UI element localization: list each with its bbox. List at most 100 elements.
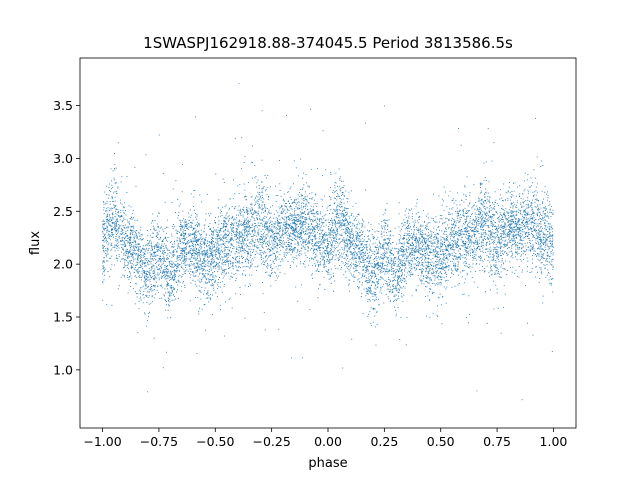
data-point <box>122 209 124 211</box>
data-point <box>258 203 260 205</box>
data-point <box>327 259 328 260</box>
data-point <box>475 219 477 221</box>
data-point <box>250 219 252 221</box>
data-point <box>374 266 376 268</box>
data-point <box>252 145 253 147</box>
data-point <box>367 271 369 273</box>
data-point <box>493 208 495 210</box>
data-point <box>313 215 315 217</box>
data-point <box>240 214 242 216</box>
data-point <box>125 250 127 252</box>
data-point <box>140 234 142 235</box>
data-point <box>124 260 126 262</box>
data-point <box>263 187 264 189</box>
data-point <box>170 284 172 286</box>
data-point <box>504 293 506 295</box>
data-point <box>276 259 278 261</box>
data-point <box>176 258 178 260</box>
data-point <box>116 219 118 221</box>
data-point <box>261 110 263 112</box>
data-point <box>279 208 281 210</box>
data-point <box>436 266 438 268</box>
data-point <box>368 231 370 233</box>
data-point <box>288 200 289 202</box>
data-point <box>127 253 129 254</box>
data-point <box>168 305 170 307</box>
data-point <box>279 183 281 185</box>
data-point <box>465 196 467 198</box>
data-point <box>524 217 526 218</box>
data-point <box>216 243 218 245</box>
data-point <box>546 240 548 242</box>
data-point <box>549 263 551 265</box>
data-point <box>425 253 426 254</box>
data-point <box>502 226 504 227</box>
data-point <box>423 233 425 235</box>
data-point <box>274 271 275 273</box>
data-point <box>499 194 501 196</box>
data-point <box>466 229 467 231</box>
data-point <box>300 213 302 215</box>
data-point <box>252 252 253 254</box>
data-point <box>331 234 333 236</box>
data-point <box>495 244 497 245</box>
data-point <box>319 228 321 230</box>
data-point <box>487 248 489 250</box>
data-point <box>544 264 546 266</box>
data-point <box>120 202 122 204</box>
data-point <box>500 255 501 256</box>
data-point <box>286 217 287 219</box>
data-point <box>324 195 326 197</box>
data-point <box>216 284 218 286</box>
data-point <box>341 213 343 214</box>
data-point <box>121 238 123 240</box>
data-point <box>180 250 182 252</box>
data-point <box>378 246 380 248</box>
data-point <box>183 268 185 270</box>
data-point <box>130 238 132 240</box>
data-point <box>411 295 413 297</box>
data-point <box>198 240 200 242</box>
data-point <box>159 246 161 248</box>
data-point <box>216 246 218 248</box>
data-point <box>318 213 320 215</box>
data-point <box>453 259 454 261</box>
data-point <box>316 259 318 261</box>
data-point <box>282 208 284 210</box>
data-point <box>260 199 262 201</box>
data-point <box>458 235 460 237</box>
data-point <box>203 260 205 262</box>
data-point <box>491 269 493 271</box>
data-point <box>176 291 177 293</box>
data-point <box>506 211 507 213</box>
data-point <box>379 242 381 244</box>
data-point <box>409 253 411 255</box>
data-point <box>332 208 334 210</box>
data-point <box>489 253 491 255</box>
data-point <box>388 249 390 251</box>
data-point <box>195 259 197 261</box>
data-point <box>412 253 414 255</box>
data-point <box>368 266 370 267</box>
data-point <box>548 217 549 219</box>
data-point <box>270 212 272 214</box>
data-point <box>537 236 539 238</box>
data-point <box>136 244 138 246</box>
data-point <box>449 190 451 192</box>
data-point <box>387 224 389 226</box>
data-point <box>511 271 513 273</box>
data-point <box>225 204 227 206</box>
data-point <box>260 222 262 224</box>
data-point <box>180 257 182 259</box>
data-point <box>338 203 340 205</box>
data-point <box>290 227 292 229</box>
data-point <box>480 184 481 186</box>
data-point <box>514 227 515 229</box>
data-point <box>151 295 153 297</box>
data-point <box>251 215 253 217</box>
data-point <box>478 213 480 215</box>
data-point <box>165 239 167 241</box>
data-point <box>377 266 379 268</box>
data-point <box>444 222 445 224</box>
data-point <box>456 220 458 222</box>
